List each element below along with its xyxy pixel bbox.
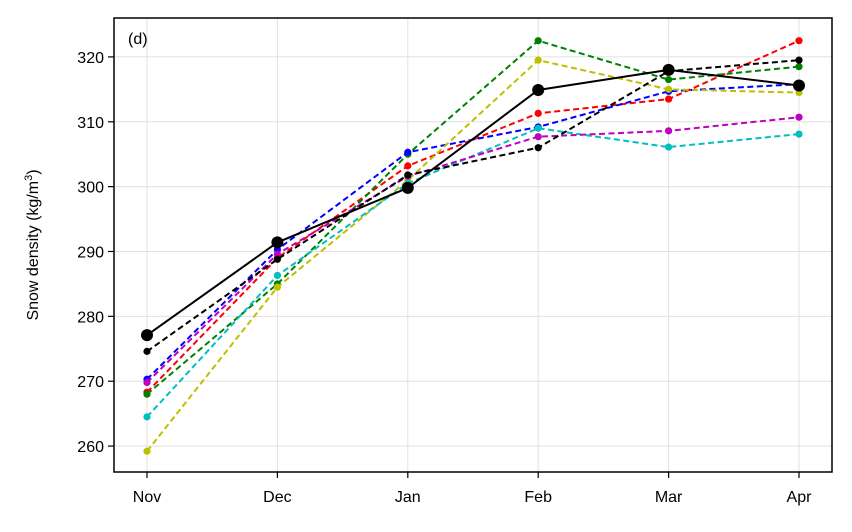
data-point <box>793 79 805 92</box>
data-point <box>795 130 803 138</box>
series-line <box>146 59 800 452</box>
data-point <box>534 37 542 45</box>
data-point <box>143 378 151 387</box>
series-7 <box>141 63 805 342</box>
series-6 <box>143 56 803 355</box>
data-point <box>795 113 803 121</box>
series-layer <box>141 37 805 455</box>
x-tick-label: Apr <box>787 489 813 506</box>
data-point <box>404 171 412 179</box>
data-point <box>404 162 412 170</box>
data-point <box>273 250 281 258</box>
plot-frame <box>113 17 833 473</box>
y-tick-label: 300 <box>77 180 104 197</box>
data-point <box>271 236 284 249</box>
series-line <box>146 39 800 393</box>
y-axis-label: Snow density (kg/m3) <box>23 169 42 320</box>
data-point <box>404 148 412 156</box>
series-line <box>146 116 800 384</box>
x-tick-label: Feb <box>524 489 552 506</box>
series-2 <box>143 80 803 383</box>
y-tick-label: 270 <box>77 374 104 391</box>
data-point <box>534 124 542 132</box>
series-4 <box>143 124 803 421</box>
y-axis-ticks: 260 270 280 290 300 310 320 <box>77 50 114 456</box>
data-point <box>273 271 281 280</box>
grid-lines <box>114 18 832 472</box>
data-point <box>273 255 281 263</box>
panel-label: (d) <box>128 31 148 48</box>
y-tick-label: 320 <box>77 50 104 67</box>
y-tick-label: 260 <box>77 439 104 456</box>
data-point <box>532 83 545 96</box>
data-point <box>665 85 673 93</box>
data-point <box>665 143 673 151</box>
x-tick-label: Dec <box>263 489 291 506</box>
x-tick-label: Nov <box>133 489 161 506</box>
data-point <box>662 63 675 76</box>
y-tick-label: 280 <box>77 309 104 326</box>
y-axis-label-superscript: 3 <box>23 175 35 181</box>
data-point <box>534 56 542 64</box>
data-point <box>143 347 151 355</box>
series-3 <box>143 56 803 455</box>
y-tick-label: 290 <box>77 244 104 261</box>
data-point <box>534 109 542 117</box>
series-line <box>146 68 800 336</box>
data-point <box>141 329 153 342</box>
series-5 <box>143 113 803 387</box>
data-point <box>665 95 673 103</box>
x-axis-ticks: Nov Dec Jan Feb Mar Apr <box>133 472 812 506</box>
data-point <box>795 63 803 71</box>
data-point <box>534 133 542 141</box>
data-point <box>534 144 542 152</box>
data-point <box>665 127 673 135</box>
y-axis-label-main: Snow density (kg/m <box>25 181 42 321</box>
data-point <box>143 413 151 421</box>
series-line <box>146 127 800 418</box>
y-tick-label: 310 <box>77 115 104 132</box>
data-point <box>401 181 414 194</box>
x-tick-label: Mar <box>655 489 683 506</box>
series-line <box>146 83 800 380</box>
y-axis-label-close: ) <box>25 169 42 174</box>
data-point <box>795 37 803 45</box>
series-line <box>146 59 800 353</box>
series-line <box>146 39 800 395</box>
x-tick-label: Jan <box>395 489 421 506</box>
data-point <box>143 390 151 398</box>
data-point <box>143 447 151 455</box>
data-point <box>273 283 281 291</box>
data-point <box>665 76 673 84</box>
data-point <box>795 56 803 64</box>
